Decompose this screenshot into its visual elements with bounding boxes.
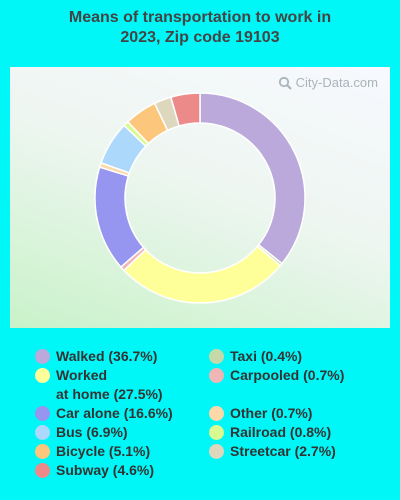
legend-label: Car alone (16.6%) <box>56 405 173 421</box>
legend-item: Bus (6.9%) <box>35 423 128 442</box>
legend-swatch <box>35 406 50 421</box>
legend-label: Carpooled (0.7%) <box>230 367 345 383</box>
legend-label: Bicycle (5.1%) <box>56 443 151 459</box>
legend-item: Subway (4.6%) <box>35 461 154 480</box>
legend-item: Carpooled (0.7%) <box>209 366 344 385</box>
donut-slice <box>122 245 282 304</box>
legend-swatch <box>35 444 50 459</box>
legend-label: Walked (36.7%) <box>56 348 158 364</box>
legend-label: Streetcar (2.7%) <box>230 443 336 459</box>
legend-swatch <box>209 368 224 383</box>
legend-swatch <box>35 463 50 478</box>
legend-item: Streetcar (2.7%) <box>209 442 336 461</box>
donut-slice <box>94 166 145 269</box>
legend-swatch <box>35 368 50 383</box>
legend-swatch <box>209 349 224 364</box>
chart-title-line-1: Means of transportation to work in <box>68 9 332 26</box>
legend-swatch <box>35 425 50 440</box>
legend: Walked (36.7%) Worked at home (27.5%) Car a… <box>0 347 400 497</box>
donut-slice <box>169 92 201 127</box>
chart-title-line-2: 2023, Zip code 19103 <box>120 29 280 46</box>
legend-swatch <box>209 425 224 440</box>
legend-label: Subway (4.6%) <box>56 462 155 478</box>
legend-item: Other (0.7%) <box>209 404 312 423</box>
legend-swatch <box>209 444 224 459</box>
legend-swatch <box>35 349 50 364</box>
legend-label: Bus (6.9%) <box>56 424 128 440</box>
legend-label: Taxi (0.4%) <box>230 348 303 364</box>
legend-item: Taxi (0.4%) <box>209 347 302 366</box>
legend-item: Walked (36.7%) <box>35 347 157 366</box>
legend-item: Bicycle (5.1%) <box>35 442 150 461</box>
legend-item: Car alone (16.6%) <box>35 404 173 423</box>
legend-swatch <box>209 406 224 421</box>
legend-item: Worked at home (27.5%) <box>35 366 163 404</box>
legend-item: Railroad (0.8%) <box>209 423 331 442</box>
watermark: City-Data.com <box>278 75 378 90</box>
chart-title: Means of transportation to work in 2023,… <box>0 8 400 48</box>
watermark-text: City-Data.com <box>295 75 378 90</box>
legend-label: Other (0.7%) <box>230 405 313 421</box>
legend-label: Railroad (0.8%) <box>230 424 332 440</box>
legend-label: Worked at home (27.5%) <box>56 367 163 402</box>
donut-slice <box>199 92 306 265</box>
magnifier-icon <box>278 76 292 90</box>
